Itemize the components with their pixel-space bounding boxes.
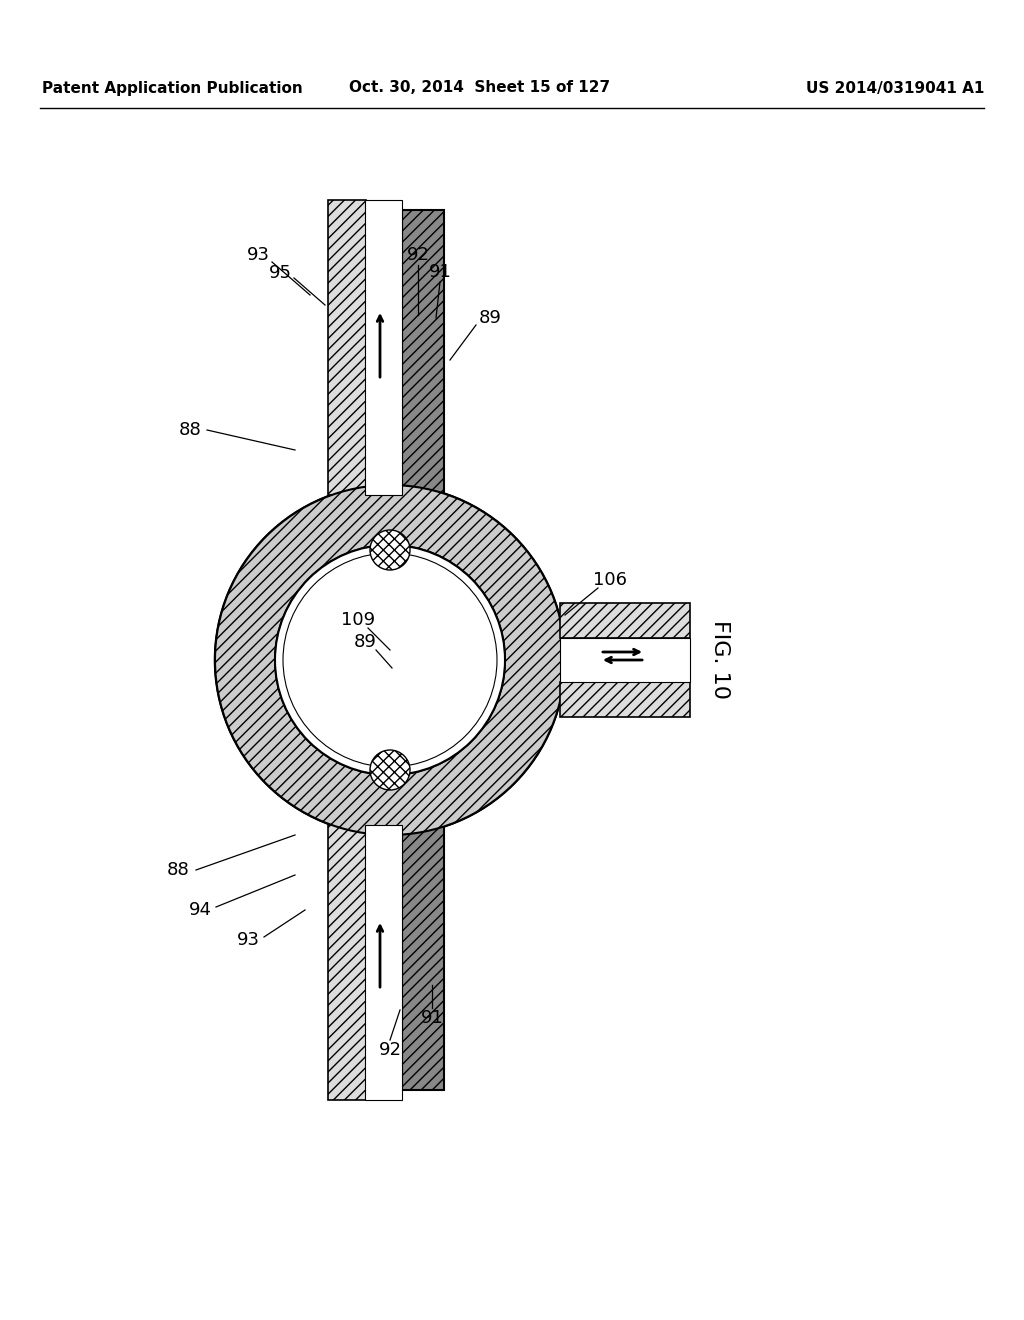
Text: 106: 106 (593, 572, 627, 589)
Text: 94: 94 (188, 902, 212, 919)
Circle shape (283, 553, 497, 767)
Text: Oct. 30, 2014  Sheet 15 of 127: Oct. 30, 2014 Sheet 15 of 127 (349, 81, 610, 95)
Wedge shape (215, 484, 565, 836)
Circle shape (370, 750, 410, 789)
Bar (402, 825, 444, 1090)
Bar (365, 201, 402, 495)
Text: 91: 91 (421, 1008, 443, 1027)
Bar (560, 682, 690, 717)
Text: 92: 92 (407, 246, 429, 264)
Text: 89: 89 (353, 634, 377, 651)
Text: 89: 89 (478, 309, 502, 327)
Text: 92: 92 (379, 1041, 401, 1059)
Circle shape (215, 484, 565, 836)
Bar (560, 638, 690, 682)
Text: 93: 93 (247, 246, 269, 264)
Text: 88: 88 (178, 421, 202, 440)
Text: US 2014/0319041 A1: US 2014/0319041 A1 (806, 81, 984, 95)
Circle shape (370, 531, 410, 570)
Bar (328, 825, 366, 1100)
Text: 88: 88 (167, 861, 189, 879)
Text: 93: 93 (237, 931, 259, 949)
Text: 109: 109 (341, 611, 375, 630)
Bar (365, 825, 402, 1100)
Bar (402, 210, 444, 495)
Text: Patent Application Publication: Patent Application Publication (42, 81, 303, 95)
Text: 95: 95 (268, 264, 292, 282)
Text: FIG. 10: FIG. 10 (710, 620, 730, 700)
Bar (328, 201, 366, 495)
Circle shape (275, 545, 505, 775)
Bar (560, 603, 690, 638)
Text: 91: 91 (429, 263, 452, 281)
